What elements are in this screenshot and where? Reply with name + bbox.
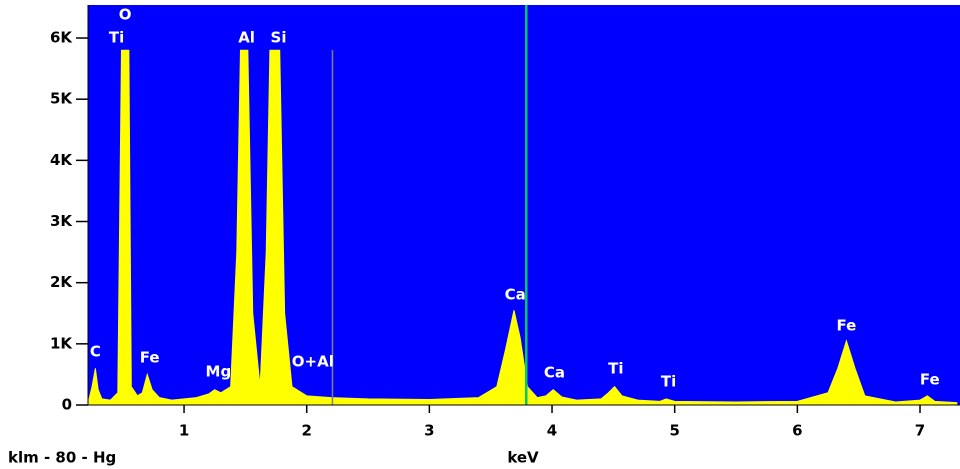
peak-label: O+Al — [292, 353, 334, 371]
y-tick-label: 1K — [50, 334, 73, 352]
y-tick-label: 5K — [50, 90, 73, 108]
x-tick-label: 2 — [301, 422, 311, 440]
y-tick-label: 3K — [50, 212, 73, 230]
x-tick-label: 4 — [547, 422, 557, 440]
peak-label: Al — [238, 29, 255, 47]
peak-label: Fe — [837, 317, 857, 335]
peak-label: Fe — [920, 370, 940, 388]
x-tick-label: 7 — [915, 422, 925, 440]
peak-label: Mg — [206, 362, 232, 380]
y-tick-label: 2K — [50, 273, 73, 291]
plot-layer — [88, 5, 958, 405]
peak-label: Ca — [505, 285, 526, 303]
x-tick-label: 1 — [179, 422, 189, 440]
y-tick-label: 6K — [50, 29, 73, 47]
y-tick-label: 0 — [62, 396, 72, 414]
peak-label: Ti — [661, 372, 676, 390]
peak-label: Ti — [608, 359, 623, 377]
x-axis-label: keV — [507, 449, 539, 467]
peak-label: O — [119, 5, 132, 23]
plot-area — [88, 5, 960, 405]
footer-label: klm - 80 - Hg — [8, 449, 116, 467]
peak-label: Ca — [544, 364, 565, 382]
y-tick-label: 4K — [50, 151, 73, 169]
x-tick-label: 5 — [669, 422, 679, 440]
peak-label: Si — [271, 29, 287, 47]
x-tick-label: 3 — [424, 422, 434, 440]
x-tick-label: 6 — [792, 422, 802, 440]
peak-label: Fe — [140, 348, 160, 366]
peak-label: Ti — [109, 29, 124, 47]
peak-label: C — [90, 342, 101, 360]
spectrum — [88, 49, 958, 405]
